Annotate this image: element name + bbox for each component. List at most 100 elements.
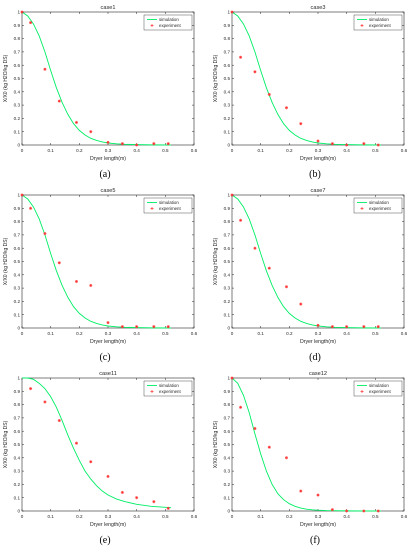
x-tick-label: 0.6 <box>191 148 198 153</box>
x-tick-label: 0.3 <box>105 148 112 153</box>
data-point-experiment <box>376 325 380 329</box>
marker-stroke <box>299 489 303 493</box>
y-tick-label: 0.6 <box>14 63 21 68</box>
marker-stroke <box>285 456 288 460</box>
x-tick-label: 0.6 <box>401 514 408 519</box>
data-point-experiment <box>43 67 47 71</box>
panel-label: (d) <box>309 352 321 363</box>
x-tick-label: 0.4 <box>133 331 140 336</box>
chart-panel-b: 0 0.1 0.2 0.3 0.4 0.5 0.6 0 0.1 0.2 0.3 0.4 0.5 0.6 0.… <box>210 0 420 183</box>
y-axis-label: X/X0 (kg H2O/kg DS) <box>3 54 9 102</box>
y-tick-label: 0.9 <box>14 23 21 28</box>
y-tick-label: 0.9 <box>224 206 231 211</box>
x-axis-label: Dryer length(m) <box>90 339 126 345</box>
x-tick-label: 0.1 <box>257 148 264 153</box>
plot-area <box>231 377 405 512</box>
chart-svg: 0 0.1 0.2 0.3 0.4 0.5 0.6 0 0.1 0.2 0.3 0.4 0.5 0.6 0.… <box>3 188 198 345</box>
chart-panel-a: 0 0.1 0.2 0.3 0.4 0.5 0.6 0 0.1 0.2 0.3 0.4 0.5 0.6 0.… <box>0 0 210 183</box>
x-tick-label: 0.3 <box>315 148 322 153</box>
y-tick-label: 0.8 <box>224 36 231 41</box>
legend-label: simulation <box>369 200 389 205</box>
legend-box <box>143 14 193 31</box>
data-point-experiment <box>120 325 124 329</box>
data-point-experiment <box>239 405 243 409</box>
series-line-simulation <box>22 377 172 509</box>
y-tick-label: 0.1 <box>224 312 231 317</box>
y-tick-label: 0 <box>227 326 230 331</box>
y-tick-label: 0.8 <box>224 402 231 407</box>
y-tick-label: 0.9 <box>224 389 231 394</box>
chart-panel-e: 0 0.1 0.2 0.3 0.4 0.5 0.6 0 0.1 0.2 0.3 0.4 0.5 0.6 0.… <box>0 366 210 549</box>
x-tick-label: 0.4 <box>343 331 350 336</box>
data-point-experiment <box>330 508 334 512</box>
legend-box <box>353 197 403 214</box>
x-tick-label: 0.3 <box>105 331 112 336</box>
data-point-experiment <box>253 70 257 74</box>
marker-stroke <box>29 387 32 390</box>
y-tick-label: 0.6 <box>224 63 231 68</box>
y-tick-label: 0.7 <box>14 50 21 55</box>
y-tick-label: 0.1 <box>14 495 21 500</box>
legend-label: experiment <box>159 23 181 28</box>
chart-title: case12 <box>309 371 327 377</box>
marker-stroke <box>152 325 156 328</box>
y-tick-label: 1 <box>227 376 230 381</box>
y-tick-label: 0.7 <box>14 416 21 421</box>
y-tick-label: 0.5 <box>224 76 231 81</box>
marker-stroke <box>331 508 334 511</box>
marker-stroke <box>43 232 47 235</box>
x-tick-label: 0.3 <box>105 514 112 519</box>
data-point-experiment <box>299 302 303 306</box>
data-point-experiment <box>362 509 366 513</box>
data-point-experiment <box>316 139 320 143</box>
data-point-experiment <box>330 325 334 329</box>
marker-stroke <box>345 509 348 513</box>
chart-svg: 0 0.1 0.2 0.3 0.4 0.5 0.6 0 0.1 0.2 0.3 0.4 0.5 0.6 0.… <box>213 5 408 162</box>
data-point-experiment <box>29 21 33 25</box>
marker-stroke <box>316 324 320 327</box>
x-tick-label: 0.5 <box>372 514 379 519</box>
data-point-experiment <box>166 142 170 146</box>
data-point-experiment <box>376 143 380 147</box>
y-tick-label: 0.2 <box>224 116 231 121</box>
marker-stroke <box>106 321 110 324</box>
y-tick-label: 0 <box>17 326 20 331</box>
data-point-experiment <box>106 474 110 478</box>
y-tick-label: 0.9 <box>14 389 21 394</box>
y-tick-label: 1 <box>17 193 20 198</box>
marker-stroke <box>239 218 242 222</box>
data-point-experiment <box>345 143 349 147</box>
y-tick-label: 0.7 <box>224 50 231 55</box>
x-tick-label: 0.2 <box>286 514 293 519</box>
y-tick-label: 0.5 <box>224 259 231 264</box>
legend-box <box>353 380 403 397</box>
data-point-experiment <box>345 325 349 329</box>
data-point-experiment <box>57 99 61 103</box>
data-point-experiment <box>106 321 110 325</box>
y-tick-label: 0.2 <box>14 299 21 304</box>
marker-stroke <box>285 106 288 110</box>
plot-area <box>21 377 195 512</box>
y-tick-label: 0.8 <box>14 402 21 407</box>
y-tick-label: 0.5 <box>14 442 21 447</box>
data-point-experiment <box>345 509 349 513</box>
y-tick-label: 0.3 <box>224 469 231 474</box>
x-tick-label: 0 <box>21 331 24 336</box>
y-axis-label: X/X0 (kg H2O/kg DS) <box>213 54 219 102</box>
data-point-experiment <box>284 106 288 110</box>
data-point-experiment <box>362 325 366 329</box>
legend-box <box>353 14 403 31</box>
y-tick-label: 0.5 <box>14 76 21 81</box>
data-point-experiment <box>362 142 366 146</box>
y-tick-label: 0 <box>17 509 20 514</box>
data-point-experiment <box>74 441 78 445</box>
marker-stroke <box>253 246 257 250</box>
y-axis-label: X/X0 (kg H2O/kg DS) <box>213 420 219 468</box>
marker-stroke <box>166 325 170 328</box>
chart-title: case3 <box>311 5 326 11</box>
marker-stroke <box>376 325 380 328</box>
y-tick-label: 0.3 <box>14 103 21 108</box>
x-tick-label: 0.5 <box>162 331 169 336</box>
x-axis-label: Dryer length(m) <box>90 156 126 162</box>
y-tick-label: 0.4 <box>224 89 231 94</box>
